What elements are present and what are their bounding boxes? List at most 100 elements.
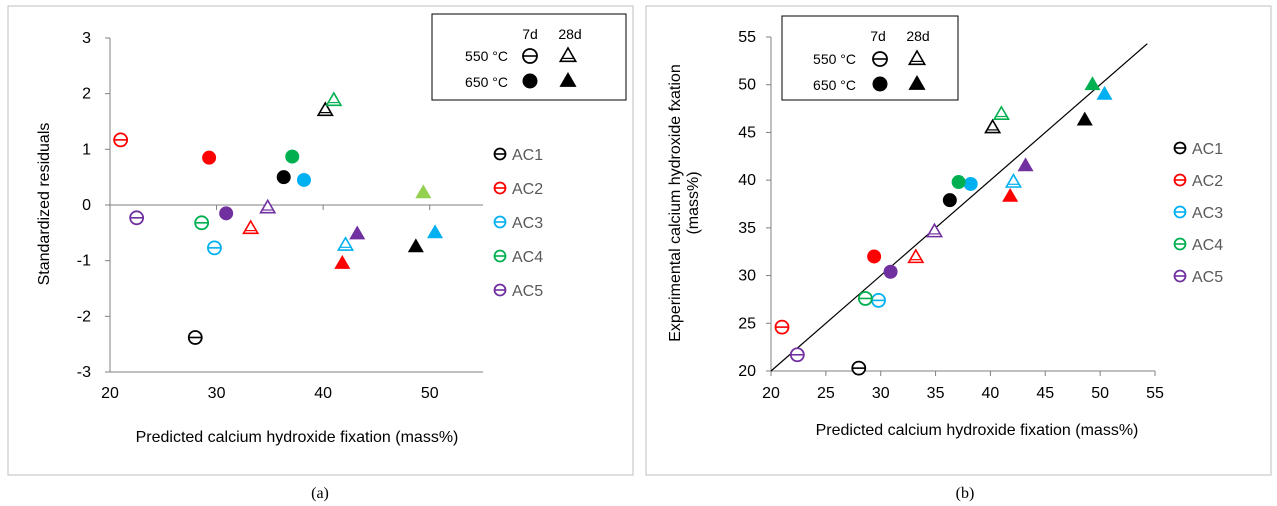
data-point-ac3-650-28d (1096, 85, 1113, 100)
y-axis-title: Standardized residuals (36, 123, 53, 286)
marker-key-box-a: 7d 28d 550 °C 650 °C (431, 13, 627, 101)
data-point-ac4-650-28d (415, 184, 432, 199)
data-point-ac4-550-28d (325, 91, 343, 107)
caption-a: (a) (311, 485, 329, 502)
y-tick-label: 55 (738, 29, 756, 46)
legend-label-ac2: AC2 (1192, 173, 1223, 190)
marker-key-box-b: 7d 28d 550 °C 650 °C (781, 15, 959, 101)
data-point-ac3-550-7d (871, 292, 886, 308)
data-point-ac1-650-28d (1076, 111, 1093, 126)
y-tick-label: 50 (738, 77, 756, 94)
x-tick-label: 35 (927, 385, 945, 402)
data-point-ac4-650-28d (1084, 76, 1101, 91)
x-tick-label: 20 (762, 385, 780, 402)
data-point-ac5-650-7d (219, 206, 234, 221)
data-point-ac2-550-28d (242, 219, 260, 235)
legend-label-ac4: AC4 (512, 249, 543, 266)
data-point-ac1-550-28d (316, 101, 334, 117)
x-tick-label: 45 (1036, 385, 1054, 402)
legend-marker-ac2 (1173, 173, 1187, 187)
data-point-ac2-550-7d (113, 132, 129, 148)
data-point-ac2-550-28d (907, 248, 925, 264)
data-point-ac5-550-7d (789, 347, 805, 363)
data-point-ac1-650-7d (276, 170, 291, 185)
data-point-ac3-550-28d (336, 236, 355, 251)
x-tick-label: 40 (314, 385, 332, 402)
legend-marker-ac5 (1173, 269, 1187, 283)
y-tick-label: 0 (82, 197, 91, 214)
data-point-ac5-650-28d (1017, 157, 1034, 172)
legend-marker-ac1 (493, 147, 507, 161)
key-filled-triangle-icon (908, 75, 926, 90)
key-open-triangle-icon (907, 49, 927, 66)
data-point-ac5-650-7d (883, 264, 898, 279)
data-point-ac2-550-7d (774, 319, 790, 335)
data-point-ac4-550-28d (992, 105, 1010, 121)
x-tick-label: 50 (1091, 385, 1109, 402)
y-tick-label: 20 (738, 363, 756, 380)
y-tick-label: 2 (82, 86, 91, 103)
y-tick-label: 3 (82, 30, 91, 47)
legend-label-ac2: AC2 (512, 181, 543, 198)
legend-label-ac5: AC5 (1192, 269, 1223, 286)
data-point-ac1-550-28d (984, 118, 1002, 134)
x-axis-title: Predicted calcium hydroxide fixation (ma… (136, 429, 459, 446)
legend-label-ac1: AC1 (512, 147, 543, 164)
y-tick-label: 25 (738, 315, 756, 332)
legend-label-ac3: AC3 (1192, 205, 1223, 222)
y-tick-label: 40 (738, 172, 756, 189)
x-tick-label: 30 (872, 385, 890, 402)
data-point-ac1-550-7d (187, 330, 203, 345)
y-tick-label: 45 (738, 124, 756, 141)
key-filled-circle-icon (522, 73, 538, 89)
data-point-ac5-550-28d (925, 222, 944, 238)
key-label-650: 650 °C (465, 74, 508, 90)
x-tick-label: 30 (208, 385, 226, 402)
data-point-ac1-650-28d (407, 238, 424, 253)
legend-marker-ac2 (493, 181, 507, 195)
data-point-ac2-650-28d (334, 255, 351, 269)
key-label-650: 650 °C (813, 77, 856, 93)
legend-marker-ac1 (1173, 141, 1187, 155)
key-label-550: 550 °C (465, 48, 508, 64)
x-axis-title: Predicted calcium hydroxide fixation (ma… (816, 422, 1139, 439)
legend-label-ac1: AC1 (1192, 141, 1223, 158)
x-tick-label: 40 (982, 385, 1000, 402)
data-point-ac4-650-7d (285, 149, 300, 164)
chart-b-svg: 20 25 30 35 40 45 50 55 20 25 30 35 40 45 50 55 Predicte… (645, 5, 1272, 502)
caption-b: (b) (956, 485, 975, 502)
legend-marker-ac4 (1173, 237, 1187, 251)
key-filled-circle-icon (872, 76, 888, 92)
chart-panel-a: 20 30 40 50 -3 -2 -1 0 1 2 3 Predicted calcium hydr… (7, 5, 634, 502)
key-label-550: 550 °C (813, 51, 856, 67)
identity-line (770, 43, 1148, 372)
y-tick-label: -1 (77, 253, 91, 270)
data-point-ac4-550-7d (194, 215, 210, 231)
legend-marker-ac3 (493, 215, 507, 229)
key-label-7d: 7d (522, 26, 538, 42)
x-tick-label: 20 (101, 385, 119, 402)
legend-marker-ac5 (493, 283, 507, 297)
data-point-ac4-550-7d (857, 291, 873, 306)
key-open-triangle-icon (558, 46, 578, 63)
key-open-circle-icon (872, 51, 888, 67)
data-point-ac1-650-7d (942, 193, 957, 208)
y-tick-label: 1 (82, 141, 91, 158)
marker-key-frame (781, 15, 959, 101)
key-label-28d: 28d (558, 26, 581, 42)
data-point-ac3-650-7d (296, 172, 311, 187)
legend-label-ac4: AC4 (1192, 237, 1223, 254)
y-axis-title: Experimental calcium hydroxide fxation(m… (667, 64, 702, 341)
key-label-28d: 28d (906, 28, 929, 44)
key-label-7d: 7d (870, 28, 886, 44)
legend-label-ac5: AC5 (512, 283, 543, 300)
y-tick-label: 35 (738, 220, 756, 237)
y-tick-label: -2 (77, 308, 91, 325)
data-point-ac3-550-28d (1004, 173, 1023, 188)
data-point-ac5-550-7d (129, 210, 145, 226)
key-filled-triangle-icon (559, 72, 577, 87)
x-tick-label: 25 (817, 385, 835, 402)
data-point-ac5-550-28d (259, 198, 277, 214)
data-point-ac2-650-7d (867, 249, 882, 264)
legend-marker-ac3 (1173, 205, 1187, 219)
